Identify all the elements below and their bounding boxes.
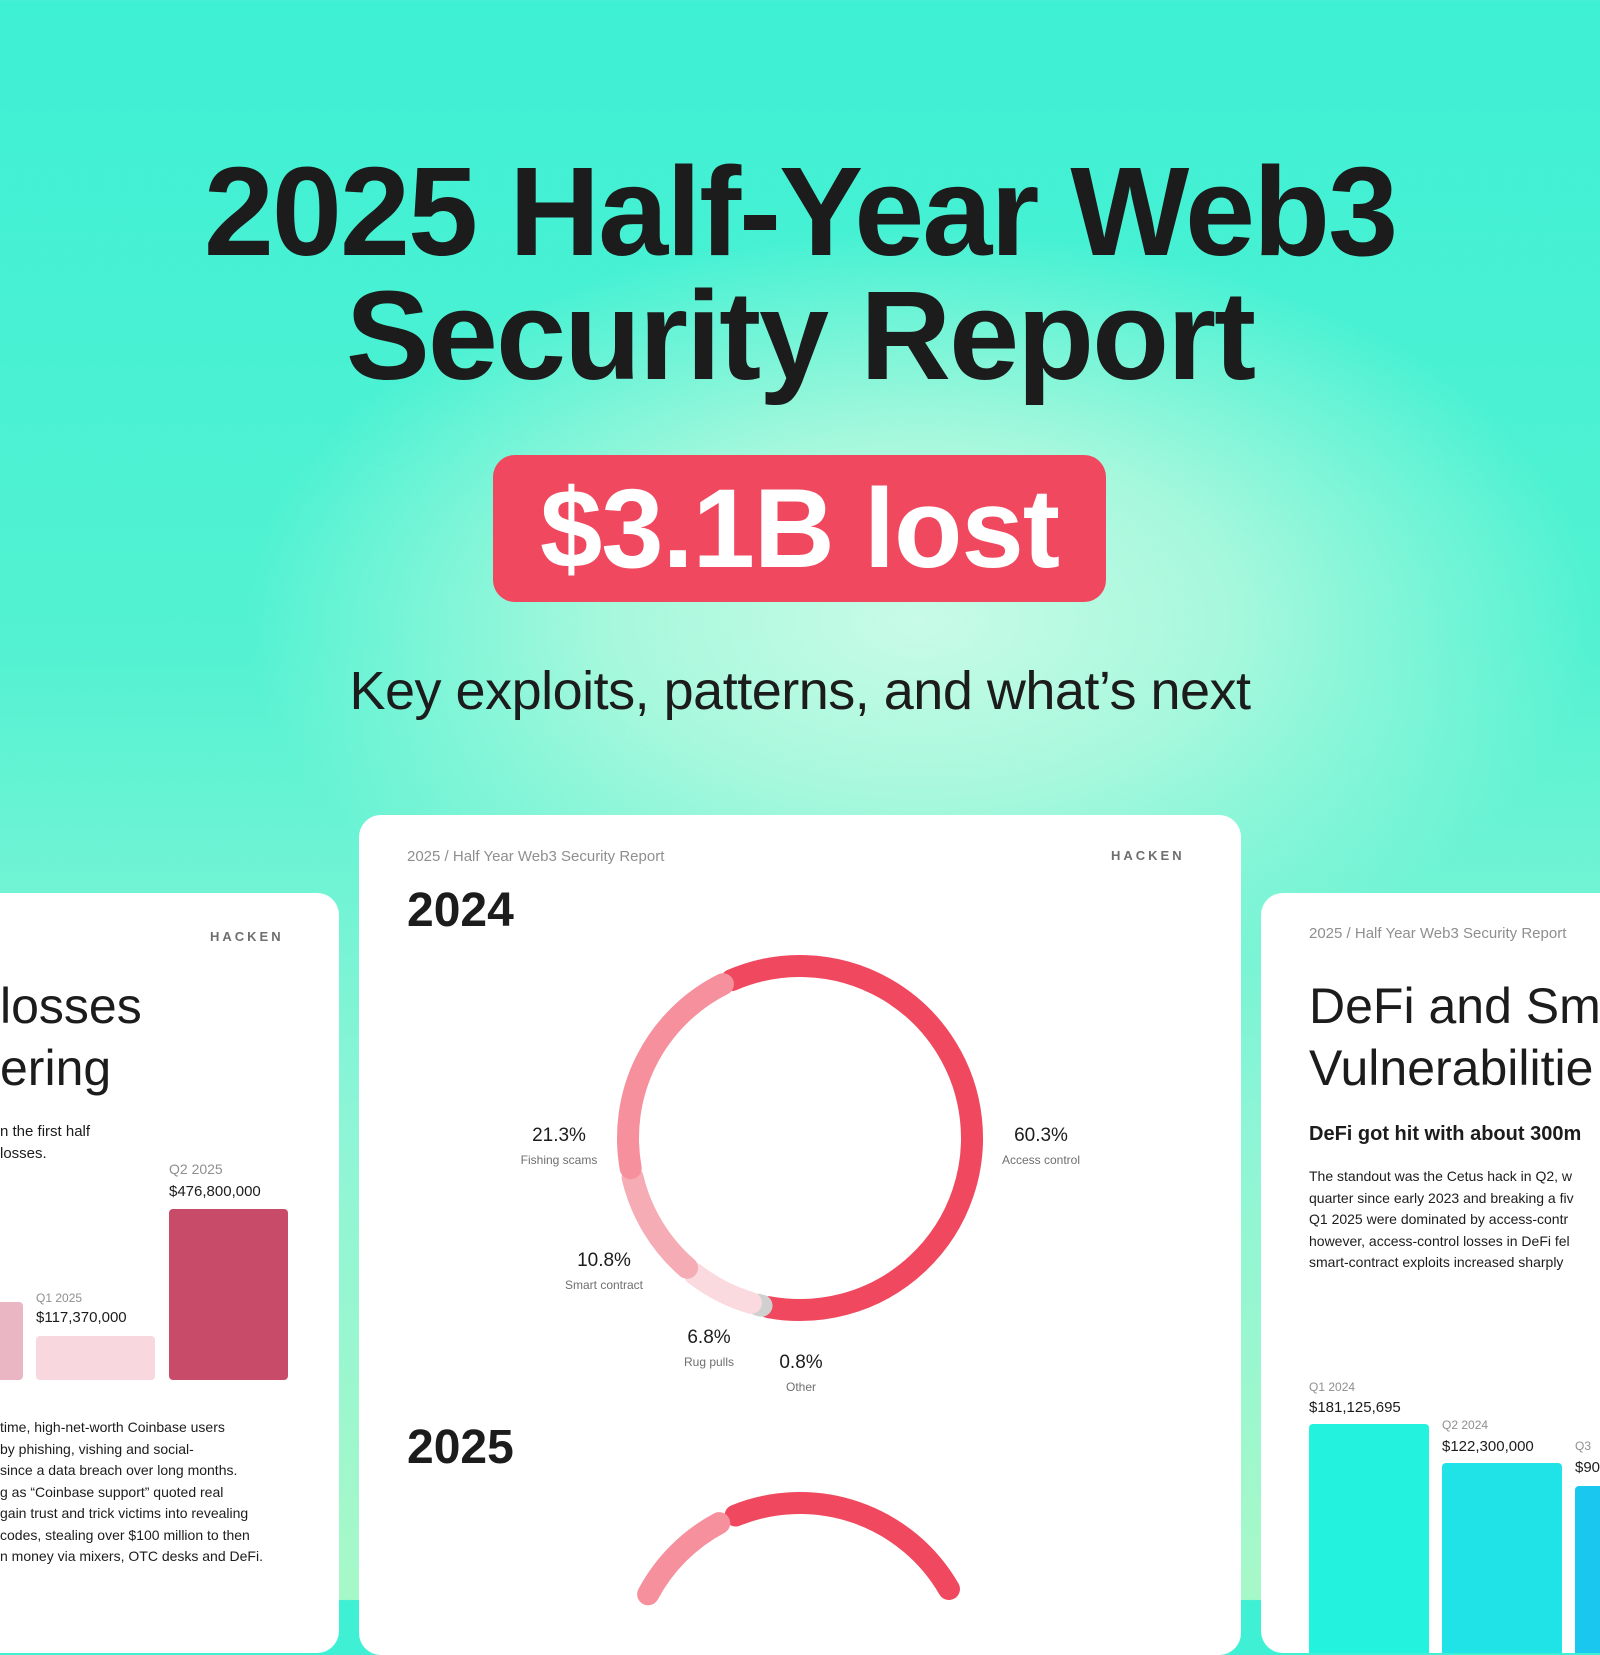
left-card-body-line: g as “Coinbase support” quoted real <box>0 1483 224 1500</box>
title-line-2: Security Report <box>345 265 1256 406</box>
donut-chart-2025-partial <box>637 1492 960 1606</box>
right-bar-label-q3: Q3 <box>1575 1439 1592 1453</box>
donut-slice-smart-contract <box>621 1166 699 1279</box>
right-card-heading-line-1: DeFi and Sm <box>1309 978 1600 1034</box>
donut-2025-slice-access-control <box>724 1492 960 1600</box>
left-bar-previous <box>0 1302 23 1380</box>
right-bar-q2-2024 <box>1442 1463 1562 1653</box>
page-subtitle: Key exploits, patterns, and what’s next <box>349 661 1251 721</box>
donut-2025-slice-fishing-scams <box>637 1512 731 1606</box>
left-card-body-line: time, high-net-worth Coinbase users <box>0 1419 225 1435</box>
slice-value-other: 0.8% <box>779 1352 823 1373</box>
slice-label-access-control: Access control <box>1001 1153 1081 1167</box>
right-card-body-line: quarter since early 2023 and breaking a … <box>1309 1189 1574 1206</box>
right-card-heading-line-2: Vulnerabilitie <box>1309 1040 1594 1096</box>
right-bar-value-q1-2024: $181,125,695 <box>1309 1399 1401 1416</box>
slice-value-rug-pulls: 6.8% <box>687 1327 731 1348</box>
left-card-heading-line-1: losses <box>0 978 142 1034</box>
page-title: 2025 Half-Year Web3 Security Report <box>0 141 1600 406</box>
left-card-intro-line-1: n the first half <box>0 1123 91 1140</box>
left-card-heading-line-2: ering <box>0 1040 112 1096</box>
left-bar-label-q1: Q1 2025 <box>36 1291 83 1305</box>
slice-label-rug-pulls: Rug pulls <box>683 1355 735 1369</box>
donut-chart-2024 <box>617 955 983 1321</box>
right-report-card: 2025 / Half Year Web3 Security Report De… <box>1261 893 1600 1653</box>
right-bar-value-q2-2024: $122,300,000 <box>1442 1438 1534 1455</box>
right-card-body-line: The standout was the Cetus hack in Q2, w <box>1309 1168 1573 1184</box>
year-2024-heading: 2024 <box>407 884 514 937</box>
right-card-body-line: smart-contract exploits increased sharpl… <box>1309 1254 1564 1270</box>
left-card-body-line: codes, stealing over $100 million to the… <box>0 1526 250 1543</box>
right-bar-label-q2-2024: Q2 2024 <box>1442 1418 1489 1432</box>
slice-label-fishing-scams: Fishing scams <box>520 1153 598 1167</box>
left-bar-value-q2: $476,800,000 <box>169 1183 261 1200</box>
left-bar-value-q1: $117,370,000 <box>36 1309 127 1326</box>
slice-value-fishing-scams: 21.3% <box>532 1125 586 1146</box>
center-card-header: 2025 / Half Year Web3 Security Report <box>407 848 665 865</box>
loss-badge: $3.1B lost <box>493 455 1106 602</box>
year-2025-heading: 2025 <box>407 1421 514 1474</box>
left-card-body-line: since a data breach over long months. <box>0 1462 238 1478</box>
right-bar-label-q1-2024: Q1 2024 <box>1309 1380 1356 1394</box>
left-report-card: HACKEN losses ering n the first half los… <box>0 893 339 1653</box>
slice-label-other: Other <box>785 1380 817 1394</box>
left-card-body-line: gain trust and trick victims into reveal… <box>0 1505 249 1521</box>
hacken-logo: HACKEN <box>1111 848 1185 863</box>
slice-label-smart-contract: Smart contract <box>564 1278 644 1292</box>
title-line-1: 2025 Half-Year Web3 <box>203 141 1398 282</box>
right-bar-value-q3: $90 <box>1575 1459 1600 1476</box>
slice-value-access-control: 60.3% <box>1014 1125 1068 1146</box>
donut-slice-rug-pulls <box>683 1262 762 1314</box>
left-card-intro-line-2: losses. <box>0 1145 47 1162</box>
donut-slice-fishing-scams <box>617 973 734 1180</box>
left-card-body-line: n money via mixers, OTC desks and DeFi. <box>0 1548 263 1564</box>
right-card-header: 2025 / Half Year Web3 Security Report <box>1309 925 1567 942</box>
left-bar-q1 <box>36 1336 155 1380</box>
right-card-body-line: however, access-control losses in DeFi f… <box>1309 1232 1570 1249</box>
slice-value-smart-contract: 10.8% <box>577 1250 631 1271</box>
left-card-body-line: by phishing, vishing and social- <box>0 1440 194 1457</box>
right-card-body-line: Q1 2025 were dominated by access-contr <box>1309 1211 1569 1227</box>
hacken-logo: HACKEN <box>210 929 284 944</box>
left-bar-q2 <box>169 1209 288 1380</box>
donut-slice-access-control <box>720 955 983 1321</box>
center-report-card: 2025 / Half Year Web3 Security Report HA… <box>359 815 1241 1655</box>
right-card-subheading: DeFi got hit with about 300m <box>1309 1123 1582 1145</box>
right-bar-q3 <box>1575 1486 1600 1653</box>
left-bar-label-q2: Q2 2025 <box>169 1161 223 1177</box>
right-bar-q1-2024 <box>1309 1424 1429 1653</box>
